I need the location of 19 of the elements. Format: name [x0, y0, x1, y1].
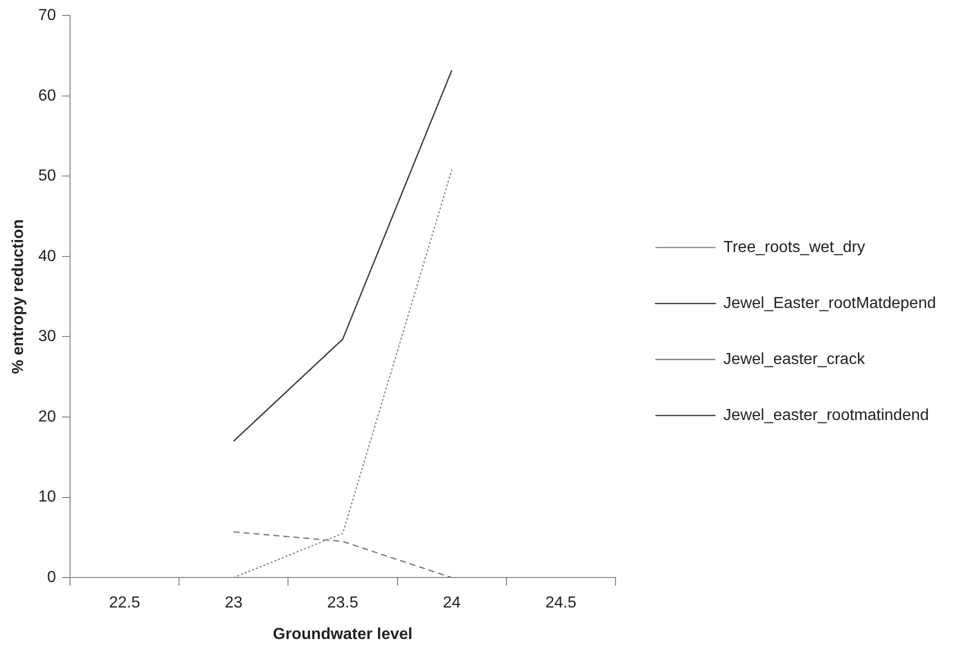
x-axis-title: Groundwater level: [272, 626, 413, 643]
x-tick-label: 22.5: [108, 594, 140, 612]
y-tick-label: 60: [38, 87, 56, 104]
y-tick-label: 0: [47, 569, 56, 586]
y-tick-label: 20: [38, 408, 56, 426]
legend-label: Jewel_easter_crack: [723, 350, 866, 368]
legend-label: Jewel_easter_rootmatindend: [723, 406, 929, 424]
y-tick-label: 40: [38, 248, 56, 265]
x-tick-label: 24: [442, 594, 461, 612]
y-tick-label: 70: [38, 7, 56, 24]
x-tick-label: 23.5: [327, 594, 358, 612]
x-tick-label: 23: [224, 594, 243, 612]
legend-label: Tree_roots_wet_dry: [723, 238, 866, 256]
x-tick-label: 24.5: [545, 594, 577, 612]
y-tick-label: 10: [38, 488, 56, 506]
y-tick-label: 50: [38, 168, 56, 185]
legend-label: Jewel_Easter_rootMatdepend: [723, 294, 936, 312]
y-tick-label: 30: [38, 328, 56, 346]
y-axis-title: % entropy reduction: [10, 219, 28, 374]
